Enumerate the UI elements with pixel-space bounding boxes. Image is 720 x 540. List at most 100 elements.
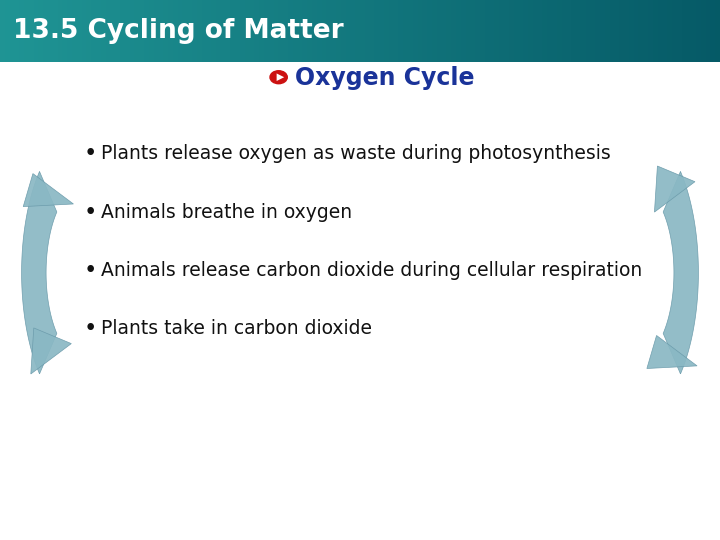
Bar xyxy=(326,0,331,62)
Bar xyxy=(346,0,351,62)
Bar xyxy=(682,0,686,62)
Bar xyxy=(259,0,264,62)
Bar xyxy=(408,0,413,62)
Bar xyxy=(662,0,667,62)
Bar xyxy=(312,0,317,62)
Bar xyxy=(293,0,297,62)
Bar xyxy=(53,0,58,62)
Bar xyxy=(619,0,624,62)
Bar xyxy=(245,0,250,62)
Bar xyxy=(499,0,504,62)
Bar xyxy=(590,0,595,62)
Bar xyxy=(63,0,67,62)
Bar xyxy=(495,0,499,62)
Bar xyxy=(701,0,706,62)
Bar xyxy=(696,0,701,62)
Bar xyxy=(691,0,696,62)
Bar xyxy=(130,0,135,62)
Bar xyxy=(24,0,29,62)
Bar xyxy=(264,0,269,62)
Bar xyxy=(110,0,115,62)
Bar xyxy=(374,0,379,62)
Bar xyxy=(456,0,461,62)
Bar xyxy=(437,0,441,62)
Bar xyxy=(81,0,86,62)
Bar xyxy=(547,0,552,62)
Bar xyxy=(509,0,513,62)
Bar xyxy=(686,0,691,62)
Bar xyxy=(379,0,384,62)
Bar xyxy=(355,0,360,62)
Bar xyxy=(653,0,657,62)
Bar xyxy=(182,0,187,62)
Bar xyxy=(585,0,590,62)
Bar xyxy=(557,0,562,62)
Polygon shape xyxy=(31,328,71,374)
Bar xyxy=(423,0,427,62)
Bar xyxy=(240,0,245,62)
Bar xyxy=(250,0,254,62)
Bar xyxy=(667,0,672,62)
Bar xyxy=(19,0,24,62)
Bar xyxy=(576,0,581,62)
Bar xyxy=(475,0,480,62)
Bar xyxy=(446,0,451,62)
Text: Plants take in carbon dioxide: Plants take in carbon dioxide xyxy=(101,319,372,339)
Bar xyxy=(14,0,19,62)
Bar xyxy=(302,0,307,62)
Polygon shape xyxy=(22,172,57,374)
Bar xyxy=(67,0,72,62)
Bar xyxy=(504,0,509,62)
Bar xyxy=(269,0,274,62)
Text: Animals release carbon dioxide during cellular respiration: Animals release carbon dioxide during ce… xyxy=(101,261,642,280)
Bar xyxy=(279,0,283,62)
Bar xyxy=(0,0,5,62)
Bar xyxy=(230,0,235,62)
Text: Plants release oxygen as waste during photosynthesis: Plants release oxygen as waste during ph… xyxy=(101,144,611,164)
Bar xyxy=(605,0,610,62)
Polygon shape xyxy=(663,172,698,374)
Bar xyxy=(43,0,48,62)
Bar xyxy=(711,0,715,62)
Bar xyxy=(365,0,369,62)
Polygon shape xyxy=(23,173,73,207)
Bar xyxy=(624,0,629,62)
Bar xyxy=(643,0,648,62)
Bar xyxy=(629,0,634,62)
Bar xyxy=(317,0,322,62)
Bar xyxy=(163,0,168,62)
Bar xyxy=(369,0,374,62)
Bar xyxy=(413,0,418,62)
Bar xyxy=(207,0,211,62)
Bar xyxy=(389,0,394,62)
Bar xyxy=(86,0,91,62)
Bar xyxy=(341,0,346,62)
Bar xyxy=(672,0,677,62)
Bar xyxy=(715,0,720,62)
Bar xyxy=(360,0,365,62)
Bar xyxy=(394,0,398,62)
Bar xyxy=(427,0,432,62)
Bar xyxy=(331,0,336,62)
Bar xyxy=(216,0,221,62)
Bar xyxy=(639,0,643,62)
Bar xyxy=(581,0,585,62)
Bar xyxy=(135,0,139,62)
Bar xyxy=(441,0,446,62)
Bar xyxy=(297,0,302,62)
Bar xyxy=(153,0,158,62)
Bar xyxy=(485,0,490,62)
Bar xyxy=(34,0,38,62)
Bar xyxy=(58,0,63,62)
Bar xyxy=(192,0,197,62)
Bar xyxy=(634,0,639,62)
Bar xyxy=(178,0,182,62)
Bar xyxy=(91,0,96,62)
Bar xyxy=(235,0,240,62)
Bar xyxy=(451,0,456,62)
Bar xyxy=(528,0,533,62)
Text: •: • xyxy=(84,259,96,282)
Bar xyxy=(173,0,178,62)
Bar xyxy=(283,0,288,62)
Bar xyxy=(614,0,619,62)
